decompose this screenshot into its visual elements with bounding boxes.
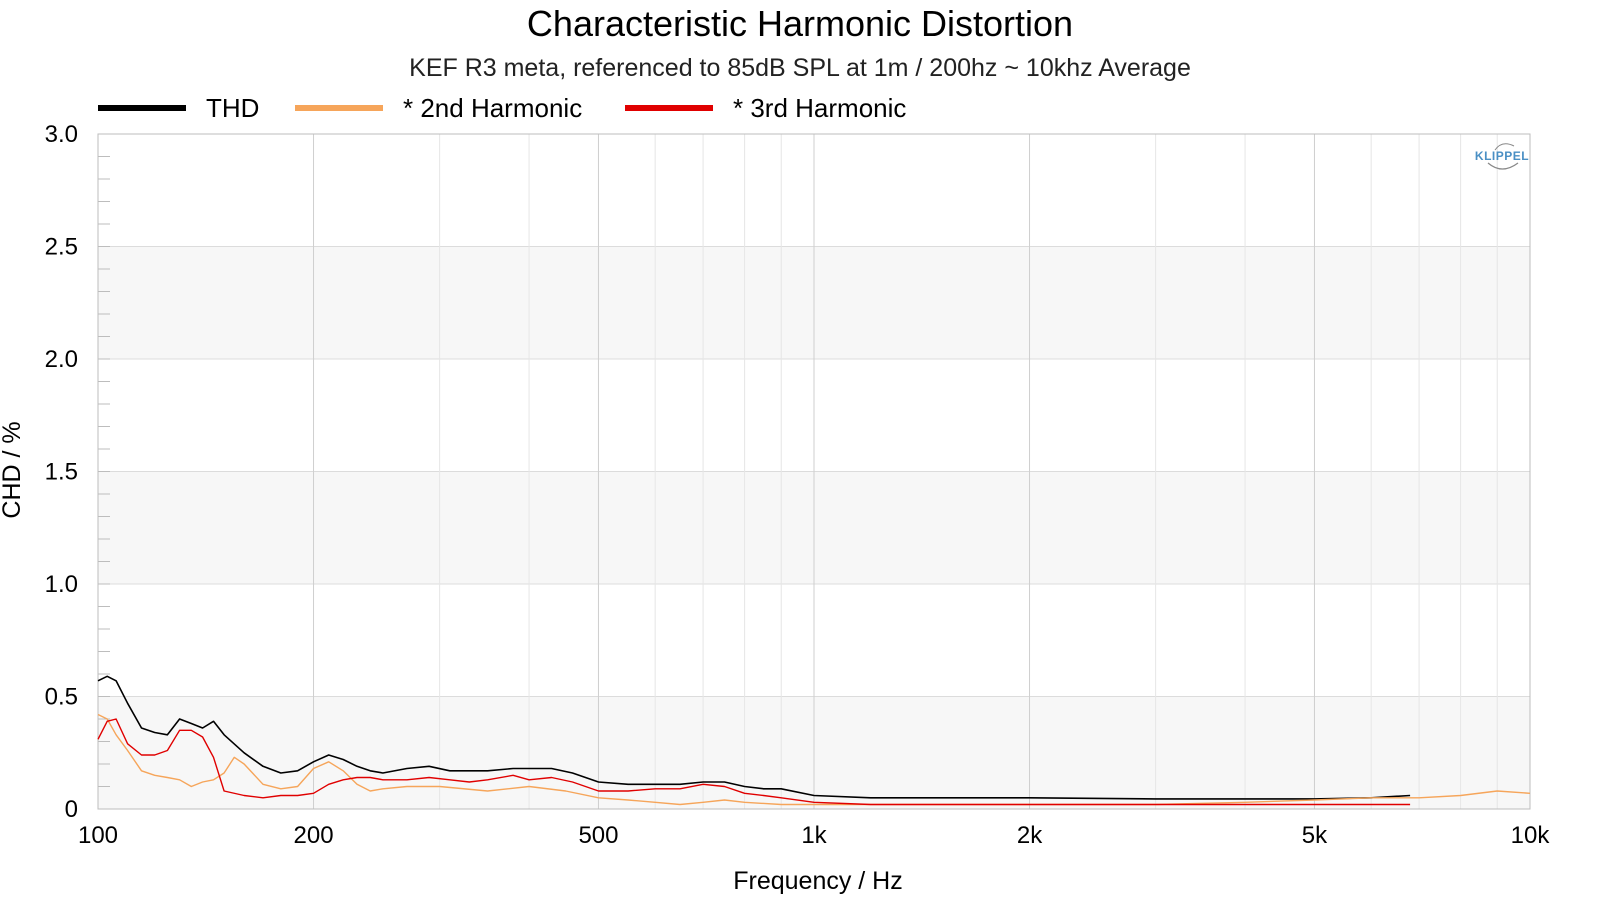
x-tick-label: 5k [1302, 822, 1328, 849]
chart-title: Characteristic Harmonic Distortion [527, 3, 1073, 44]
x-tick-label: 500 [578, 822, 618, 849]
y-tick-label: 0.5 [45, 684, 78, 711]
y-tick-label: 2.0 [45, 346, 78, 373]
y-tick-labels: 0 0.5 1.0 1.5 2.0 2.5 3.0 [45, 121, 78, 823]
chart-subtitle: KEF R3 meta, referenced to 85dB SPL at 1… [409, 54, 1191, 82]
x-tick-label: 2k [1017, 822, 1043, 849]
y-tick-label: 3.0 [45, 121, 78, 148]
klippel-logo-arc [1487, 162, 1519, 170]
y-tick-label: 0 [65, 796, 78, 823]
legend: THD * 2nd Harmonic * 3rd Harmonic [98, 93, 906, 123]
series-lines [97, 675, 1531, 806]
klippel-logo-arc-top [1494, 143, 1515, 151]
series-line-1 [97, 675, 1411, 800]
legend-label: THD [206, 93, 259, 123]
x-axis-label: Frequency / Hz [733, 867, 903, 895]
klippel-logo-text: KLIPPEL [1475, 149, 1529, 163]
x-tick-label: 100 [78, 822, 118, 849]
y-tick-label: 1.5 [45, 459, 78, 486]
klippel-logo: KLIPPEL [1475, 143, 1529, 170]
legend-label: * 3rd Harmonic [733, 93, 906, 123]
y-minor-ticks [98, 133, 110, 810]
x-tick-label: 1k [801, 822, 827, 849]
x-tick-label: 200 [294, 822, 334, 849]
y-tick-label: 2.5 [45, 234, 78, 261]
y-tick-label: 1.0 [45, 571, 78, 598]
legend-label: * 2nd Harmonic [403, 93, 582, 123]
series-line-3 [97, 718, 1411, 806]
y-axis-label: CHD / % [0, 421, 26, 518]
x-tick-label: 10k [1511, 822, 1551, 849]
x-tick-labels: 100 200 500 1k 2k 5k 10k [78, 822, 1550, 849]
